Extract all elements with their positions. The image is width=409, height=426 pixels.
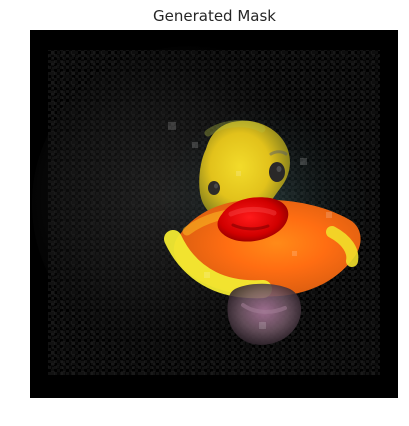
duck-beak: [217, 197, 289, 242]
duck-base: [227, 283, 302, 345]
figure-title: Generated Mask: [153, 7, 276, 25]
duck-head: [199, 120, 290, 224]
duck-eyes: [208, 150, 288, 195]
pixel-texture: [168, 122, 332, 329]
generated-mask-canvas: [30, 30, 398, 398]
generated-mask-image: [30, 30, 398, 398]
